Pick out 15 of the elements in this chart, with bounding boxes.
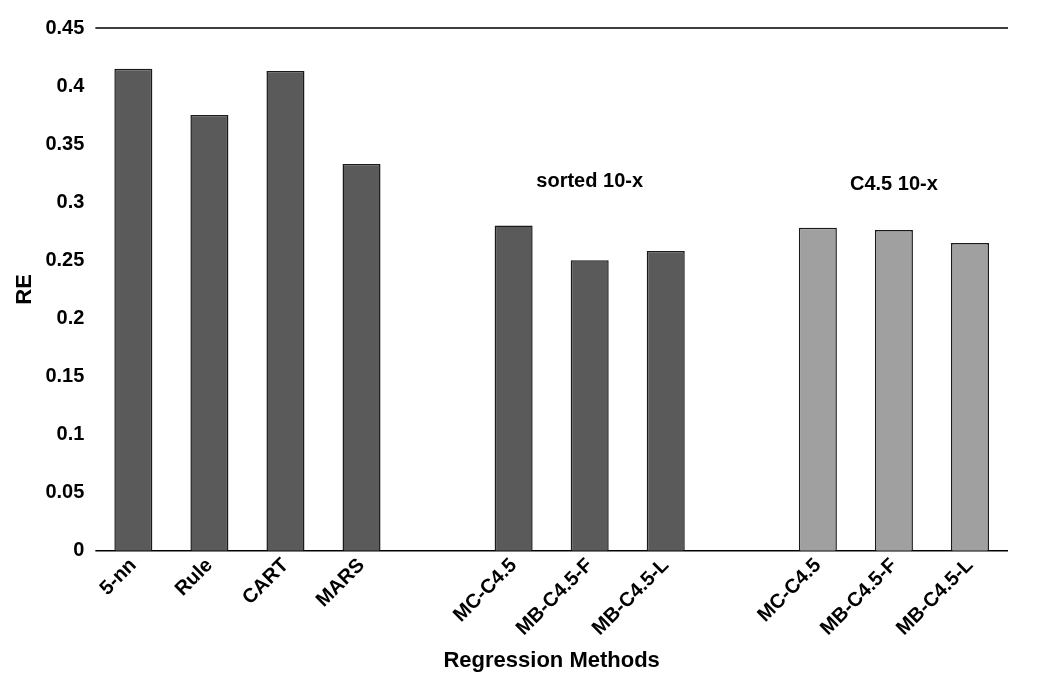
- y-tick-label: 0.3: [56, 189, 85, 212]
- x-tick-label: 5-nn: [94, 553, 141, 599]
- x-axis-title: Regression Methods: [443, 646, 660, 672]
- y-tick-label: 0.05: [45, 480, 85, 503]
- y-tick-label: 0.1: [56, 422, 85, 445]
- annotation: C4.5 10-x: [849, 171, 938, 194]
- y-tick-label: 0.15: [45, 363, 85, 386]
- y-tick-label: 0.45: [45, 15, 85, 38]
- y-tick-label: 0.2: [56, 305, 85, 328]
- y-tick-label: 0: [73, 538, 85, 561]
- y-axis-title: RE: [11, 274, 37, 305]
- y-tick-label: 0.4: [56, 73, 86, 96]
- y-tick-label: 0.25: [45, 247, 85, 270]
- y-tick-label: 0.35: [45, 131, 85, 154]
- annotation: sorted 10-x: [536, 169, 644, 192]
